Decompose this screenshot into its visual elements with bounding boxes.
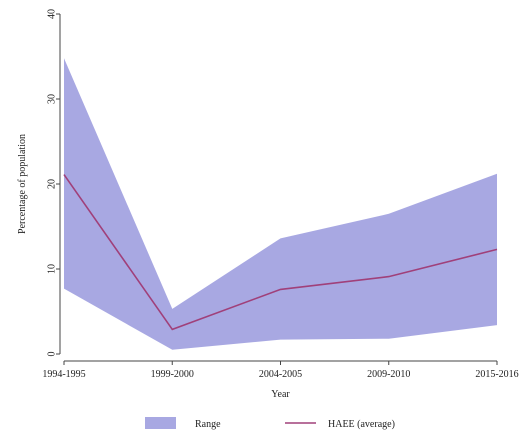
axes: 0 10 20 30 40 1994-1995 1999-2000 2004-2005 200… [42,9,518,380]
y-axis-title: Percentage of population [17,134,28,234]
x-tick-label: 2009-2010 [367,369,410,380]
x-tick-label: 1999-2000 [151,369,194,380]
range-band [64,58,497,350]
x-tick-label: 1994-1995 [42,369,85,380]
y-tick-label: 30 [46,94,57,104]
plot-area [63,58,498,350]
y-tick-label: 10 [46,264,57,274]
y-ticks: 0 10 20 30 40 [46,9,60,357]
x-ticks: 1994-1995 1999-2000 2004-2005 2009-2010 2015… [42,361,519,380]
legend-label-average: HAEE (average) [328,419,395,430]
x-axis-title: Year [271,389,290,400]
y-tick-label: 20 [46,179,57,189]
y-tick-label: 40 [46,9,57,19]
legend-swatch-range [145,417,176,429]
legend-label-range: Range [195,419,221,430]
y-tick-label: 0 [46,352,57,357]
legend: Range HAEE (average) [145,417,395,430]
x-tick-label: 2004-2005 [259,369,302,380]
x-tick-label: 2015-2016 [475,369,518,380]
average-line [63,174,498,331]
